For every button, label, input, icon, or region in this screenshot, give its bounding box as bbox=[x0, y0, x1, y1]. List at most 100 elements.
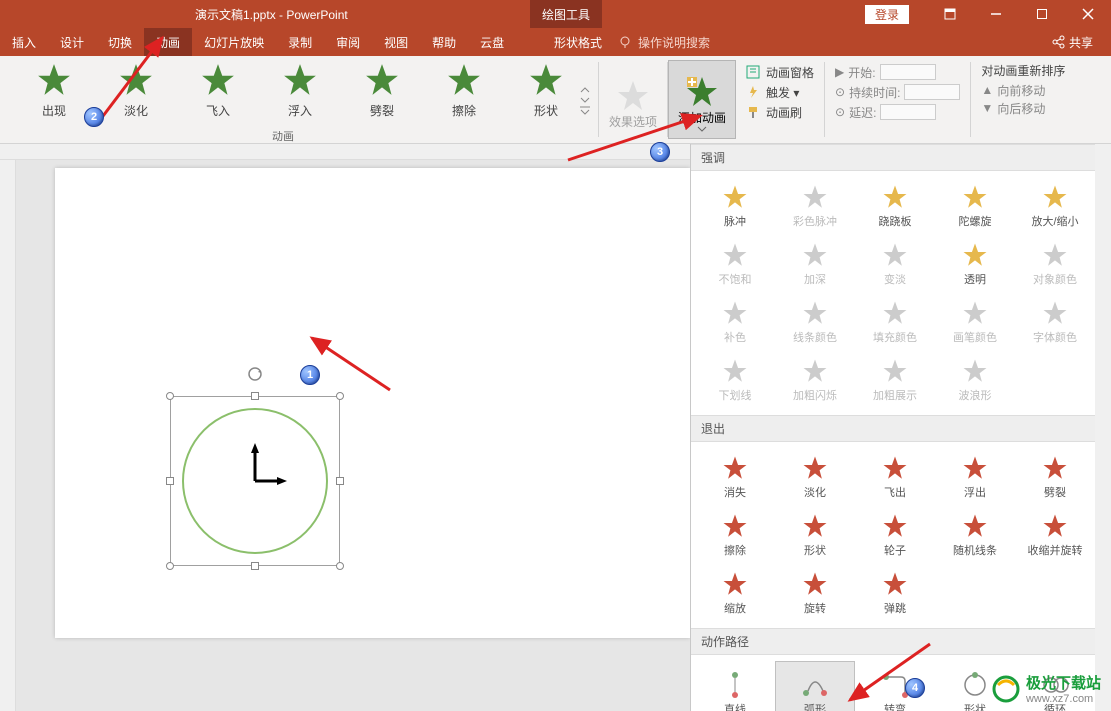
animation-painter-button[interactable]: 动画刷 bbox=[746, 102, 814, 122]
animation-option[interactable]: 对象颜色 bbox=[1015, 235, 1095, 293]
gallery-scroll-up-icon[interactable] bbox=[578, 85, 592, 95]
tab-云盘[interactable]: 云盘 bbox=[468, 28, 516, 56]
add-animation-dropdown[interactable]: 强调 脉冲彩色脉冲跷跷板陀螺旋放大/缩小不饱和加深变淡透明对象颜色补色线条颜色填… bbox=[690, 144, 1111, 711]
animation-option[interactable]: 旋转 bbox=[775, 564, 855, 622]
animation-gallery-item[interactable]: 擦除 bbox=[438, 62, 490, 119]
close-icon[interactable] bbox=[1065, 0, 1111, 28]
annotation-bubble-2: 2 bbox=[84, 107, 104, 127]
animation-option[interactable]: 淡化 bbox=[775, 448, 855, 506]
star-icon bbox=[118, 62, 154, 98]
add-animation-button[interactable]: 添加动画 bbox=[668, 60, 736, 139]
tab-插入[interactable]: 插入 bbox=[0, 28, 48, 56]
tab-视图[interactable]: 视图 bbox=[372, 28, 420, 56]
animation-option[interactable]: 缩放 bbox=[695, 564, 775, 622]
tab-帮助[interactable]: 帮助 bbox=[420, 28, 468, 56]
animation-option[interactable]: 线条颜色 bbox=[775, 293, 855, 351]
resize-handle[interactable] bbox=[166, 562, 174, 570]
animation-option[interactable]: 劈裂 bbox=[1015, 448, 1095, 506]
share-button[interactable]: 共享 bbox=[1051, 34, 1093, 51]
slide[interactable] bbox=[55, 168, 690, 638]
tell-me-search[interactable]: 操作说明搜索 bbox=[618, 34, 710, 51]
slide-canvas-area bbox=[0, 144, 690, 711]
resize-handle[interactable] bbox=[166, 392, 174, 400]
resize-handle[interactable] bbox=[166, 477, 174, 485]
animation-option[interactable]: 彩色脉冲 bbox=[775, 177, 855, 235]
move-later-button[interactable]: ▼向后移动 bbox=[981, 99, 1065, 117]
ribbon-display-options-icon[interactable] bbox=[927, 0, 973, 28]
tab-shape-format[interactable]: 形状格式 bbox=[542, 28, 614, 56]
animation-gallery-item[interactable]: 淡化 bbox=[110, 62, 162, 119]
animation-option[interactable]: 跷跷板 bbox=[855, 177, 935, 235]
resize-handle[interactable] bbox=[251, 562, 259, 570]
animation-option[interactable]: 陀螺旋 bbox=[935, 177, 1015, 235]
animation-option[interactable]: 直线 bbox=[695, 661, 775, 711]
animation-option[interactable]: 脉冲 bbox=[695, 177, 775, 235]
resize-handle[interactable] bbox=[336, 477, 344, 485]
tab-设计[interactable]: 设计 bbox=[48, 28, 96, 56]
animation-option[interactable]: 加粗展示 bbox=[855, 351, 935, 409]
animation-option[interactable]: 消失 bbox=[695, 448, 775, 506]
animation-option[interactable]: 收缩并旋转 bbox=[1015, 506, 1095, 564]
animation-option[interactable]: 透明 bbox=[935, 235, 1015, 293]
animation-gallery-item[interactable]: 形状 bbox=[520, 62, 572, 119]
resize-handle[interactable] bbox=[336, 392, 344, 400]
dropdown-scrollbar[interactable] bbox=[1095, 144, 1111, 711]
delay-input[interactable] bbox=[880, 104, 936, 120]
tab-录制[interactable]: 录制 bbox=[276, 28, 324, 56]
play-icon: ▶ bbox=[835, 65, 844, 79]
gallery-more-icon[interactable] bbox=[578, 105, 592, 115]
effect-icon bbox=[1041, 454, 1069, 482]
animation-option[interactable]: 波浪形 bbox=[935, 351, 1015, 409]
star-icon bbox=[36, 62, 72, 98]
rotation-handle-icon[interactable] bbox=[247, 366, 263, 382]
effect-icon bbox=[881, 570, 909, 598]
animation-option[interactable]: 加粗闪烁 bbox=[775, 351, 855, 409]
resize-handle[interactable] bbox=[336, 562, 344, 570]
duration-input[interactable] bbox=[904, 84, 960, 100]
animation-pane-button[interactable]: 动画窗格 bbox=[746, 62, 814, 82]
tab-幻灯片放映[interactable]: 幻灯片放映 bbox=[192, 28, 276, 56]
gallery-scroll-down-icon[interactable] bbox=[578, 95, 592, 105]
animation-option[interactable]: 飞出 bbox=[855, 448, 935, 506]
maximize-icon[interactable] bbox=[1019, 0, 1065, 28]
animation-option[interactable]: 字体颜色 bbox=[1015, 293, 1095, 351]
effect-icon bbox=[881, 357, 909, 385]
animation-gallery-item[interactable]: 劈裂 bbox=[356, 62, 408, 119]
effect-options-icon bbox=[616, 79, 650, 113]
animation-option[interactable]: 浮出 bbox=[935, 448, 1015, 506]
animation-option[interactable]: 不饱和 bbox=[695, 235, 775, 293]
animation-option[interactable]: 变淡 bbox=[855, 235, 935, 293]
effect-icon bbox=[721, 512, 749, 540]
up-icon: ▲ bbox=[981, 83, 993, 97]
effect-icon bbox=[801, 241, 829, 269]
tab-动画[interactable]: 动画 bbox=[144, 28, 192, 56]
animation-option[interactable]: 补色 bbox=[695, 293, 775, 351]
animation-gallery-item[interactable]: 出现 bbox=[28, 62, 80, 119]
tab-切换[interactable]: 切换 bbox=[96, 28, 144, 56]
minimize-icon[interactable] bbox=[973, 0, 1019, 28]
animation-option[interactable]: 随机线条 bbox=[935, 506, 1015, 564]
animation-option[interactable]: 弧形 bbox=[775, 661, 855, 711]
start-input[interactable] bbox=[880, 64, 936, 80]
animation-option[interactable]: 形状 bbox=[775, 506, 855, 564]
animation-option[interactable]: 放大/缩小 bbox=[1015, 177, 1095, 235]
tab-审阅[interactable]: 审阅 bbox=[324, 28, 372, 56]
animation-option[interactable]: 画笔颜色 bbox=[935, 293, 1015, 351]
animation-option[interactable]: 填充颜色 bbox=[855, 293, 935, 351]
effect-icon bbox=[961, 299, 989, 327]
trigger-button[interactable]: 触发 ▾ bbox=[746, 82, 814, 102]
selected-shape[interactable] bbox=[170, 396, 340, 566]
animation-option[interactable]: 弹跳 bbox=[855, 564, 935, 622]
animation-gallery-item[interactable]: 浮入 bbox=[274, 62, 326, 119]
animation-option[interactable]: 加深 bbox=[775, 235, 855, 293]
effect-icon bbox=[801, 671, 829, 699]
animation-option[interactable]: 下划线 bbox=[695, 351, 775, 409]
resize-handle[interactable] bbox=[251, 392, 259, 400]
animation-option[interactable]: 轮子 bbox=[855, 506, 935, 564]
animation-gallery-item[interactable]: 飞入 bbox=[192, 62, 244, 119]
login-button[interactable]: 登录 bbox=[865, 5, 909, 24]
reorder-group: 对动画重新排序 ▲向前移动 ▼向后移动 bbox=[971, 56, 1075, 143]
animation-option[interactable]: 擦除 bbox=[695, 506, 775, 564]
effect-icon bbox=[961, 671, 989, 699]
move-earlier-button[interactable]: ▲向前移动 bbox=[981, 81, 1065, 99]
